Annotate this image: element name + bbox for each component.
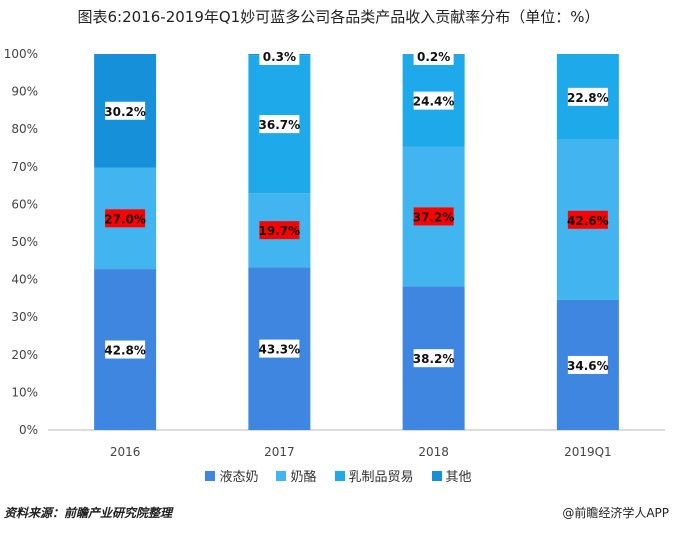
y-tick-label: 80%	[11, 122, 38, 136]
x-tick-label: 2016	[110, 445, 141, 459]
y-tick-label: 50%	[11, 235, 38, 249]
legend-label: 其他	[445, 470, 472, 485]
legend-label: 液态奶	[219, 470, 259, 485]
data-label-box	[567, 210, 608, 229]
y-tick-label: 100%	[4, 47, 38, 61]
x-tick-label: 2018	[418, 445, 449, 459]
data-label: 0.2%	[417, 50, 450, 64]
brand-credit: @前瞻经济学人APP	[562, 506, 669, 520]
y-tick-label: 20%	[11, 348, 38, 362]
legend-item: 液态奶	[205, 466, 258, 485]
source-note: 资料来源：前瞻产业研究院整理	[4, 506, 173, 520]
legend-swatch	[431, 470, 442, 481]
data-label-box	[259, 47, 300, 65]
data-label-box	[413, 349, 454, 368]
data-label: 36.7%	[259, 118, 301, 132]
data-label: 24.4%	[413, 95, 455, 109]
data-label-box	[259, 221, 300, 240]
legend-item: 乳制品贸易	[334, 466, 414, 485]
data-label: 38.2%	[413, 352, 455, 366]
legend-label: 奶酪	[290, 470, 317, 485]
y-tick-label: 90%	[11, 85, 38, 99]
data-label-box	[259, 115, 300, 134]
data-label: 34.6%	[567, 359, 609, 373]
y-tick-label: 10%	[11, 385, 38, 399]
data-label-box	[413, 47, 454, 65]
x-tick-label: 2017	[264, 445, 295, 459]
data-label-box	[105, 101, 146, 120]
data-label-box	[567, 355, 608, 374]
legend-item: 奶酪	[276, 466, 317, 485]
data-label-box	[413, 91, 454, 110]
legend: 液态奶 奶酪 乳制品贸易 其他	[0, 466, 677, 485]
data-label: 42.6%	[567, 214, 609, 228]
data-label-box	[567, 87, 608, 106]
legend-label: 乳制品贸易	[348, 470, 414, 485]
data-label-box	[105, 209, 146, 228]
x-tick-label: 2019Q1	[564, 445, 612, 459]
legend-item: 其他	[431, 466, 472, 485]
data-label: 22.8%	[567, 91, 609, 105]
data-label-box	[259, 339, 300, 358]
y-tick-label: 70%	[11, 160, 38, 174]
data-label: 27.0%	[104, 212, 146, 226]
y-tick-label: 60%	[11, 197, 38, 211]
data-label: 43.3%	[259, 343, 301, 357]
data-label: 30.2%	[104, 105, 146, 119]
y-tick-label: 40%	[11, 273, 38, 287]
y-tick-label: 0%	[19, 423, 38, 437]
chart-title: 图表6:2016-2019年Q1妙可蓝多公司各品类产品收入贡献率分布（单位：%）	[77, 8, 600, 26]
data-label-box	[413, 207, 454, 226]
legend-swatch	[205, 470, 216, 481]
data-label: 42.8%	[104, 344, 146, 358]
legend-swatch	[334, 470, 345, 481]
data-label: 19.7%	[259, 224, 301, 238]
data-label-box	[105, 340, 146, 359]
y-tick-label: 30%	[11, 310, 38, 324]
data-label: 0.3%	[263, 50, 296, 64]
data-label: 37.2%	[413, 210, 455, 224]
legend-swatch	[276, 470, 287, 481]
